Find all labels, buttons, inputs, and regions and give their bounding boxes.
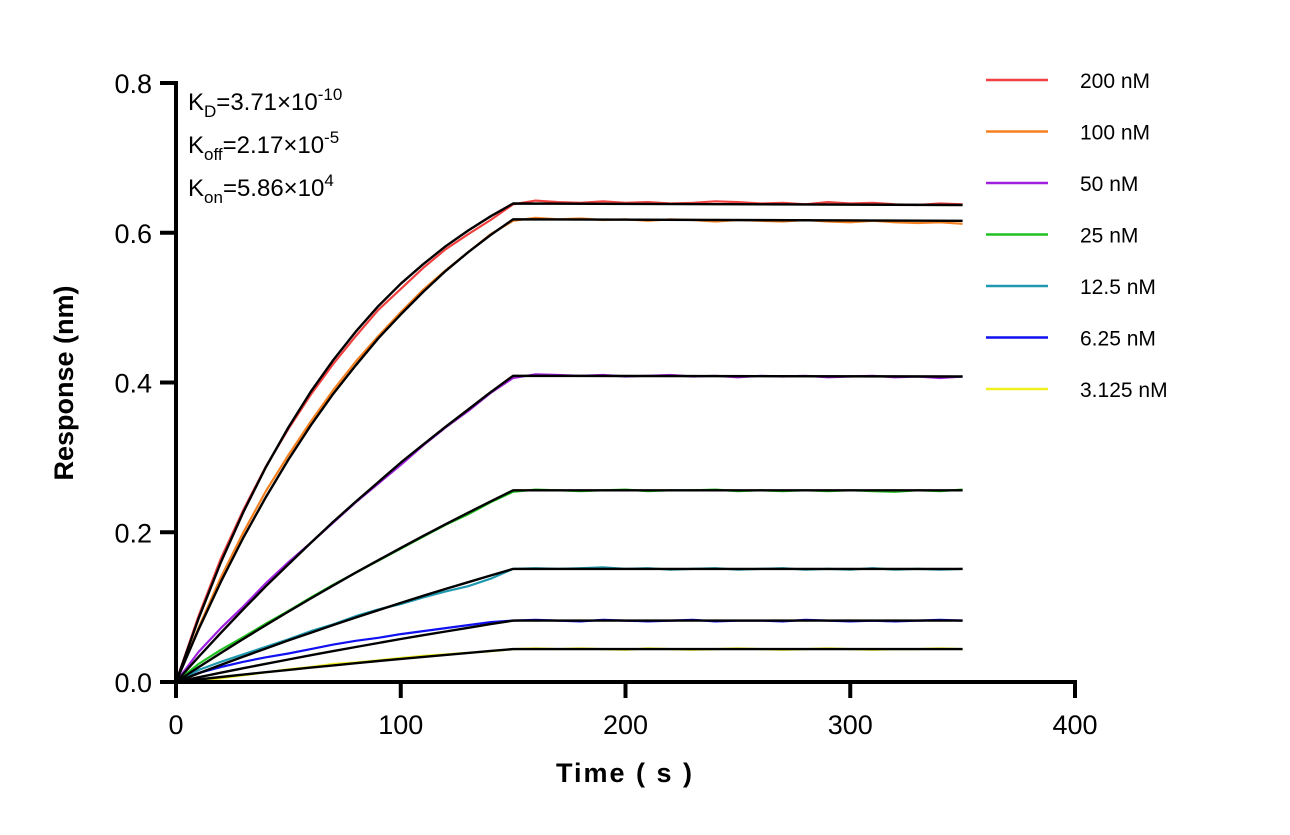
legend-label-1: 100 nM: [1080, 122, 1150, 145]
fit-line-4: [175, 567, 963, 684]
fit-line-6: [175, 647, 963, 684]
y-tick-label-3: 0.6: [114, 219, 152, 249]
legend-label-3: 25 nM: [1080, 225, 1138, 248]
fit-line-3: [175, 489, 963, 684]
legend-label-0: 200 nM: [1080, 70, 1150, 93]
kinetic-constant-0: KD=3.71×10-10: [188, 85, 342, 121]
series-line-0: [174, 199, 963, 683]
x-tick-label-4: 400: [1052, 710, 1097, 740]
constant-value: =2.17×10: [223, 132, 324, 159]
kinetic-constant-1: Koff=2.17×10-5: [188, 128, 339, 164]
constant-exponent: -5: [324, 128, 339, 147]
y-tick-label-1: 0.2: [114, 518, 152, 548]
kinetic-constant-2: Kon=5.86×104: [188, 171, 334, 207]
fit-line-2: [175, 374, 963, 683]
constant-value: =3.71×10: [216, 89, 317, 116]
y-axis-title: Response (nm): [49, 285, 79, 480]
x-axis-title: Time ( s ): [556, 758, 694, 788]
x-tick-label-3: 300: [828, 710, 873, 740]
series-line-4: [175, 566, 963, 683]
series-line-5: [175, 618, 963, 684]
legend-label-6: 3.125 nM: [1080, 379, 1168, 402]
legend-label-5: 6.25 nM: [1080, 328, 1156, 351]
x-tick-label-1: 100: [378, 710, 423, 740]
constant-symbol: K: [188, 89, 204, 116]
legend-label-2: 50 nM: [1080, 173, 1138, 196]
y-tick-label-0: 0.0: [114, 668, 152, 698]
constant-symbol: K: [188, 175, 204, 202]
fit-line-0: [174, 202, 963, 683]
constant-subscript: off: [204, 145, 223, 164]
constant-value: =5.86×10: [223, 175, 324, 202]
legend: 200 nM 100 nM 50 nM 25 nM 12.5 nM 6.25 nM 3.12…: [986, 70, 1168, 402]
axes: 0 100 200 300 400 0.0 0.2 0.4 0.6 0.8: [114, 69, 1097, 740]
y-tick-label-4: 0.8: [114, 69, 152, 99]
series-layer: [174, 199, 963, 684]
y-tick-label-2: 0.4: [114, 369, 152, 399]
constant-symbol: K: [188, 132, 204, 159]
legend-label-4: 12.5 nM: [1080, 276, 1156, 299]
x-tick-label-0: 0: [168, 710, 183, 740]
constant-exponent: -10: [318, 85, 343, 104]
constant-exponent: 4: [324, 171, 333, 190]
constant-subscript: on: [204, 188, 223, 207]
fit-line-5: [175, 619, 963, 684]
fit-line-1: [174, 218, 963, 683]
x-tick-label-2: 200: [603, 710, 648, 740]
constant-subscript: D: [204, 102, 216, 121]
